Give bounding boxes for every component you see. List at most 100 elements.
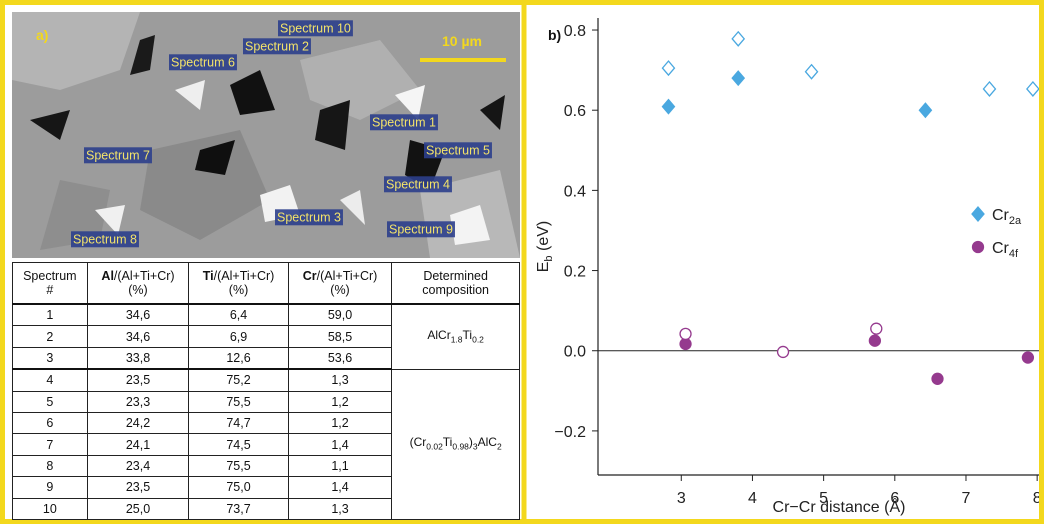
- table-cell: 23,4: [87, 455, 189, 476]
- panel-label: a): [36, 27, 48, 43]
- diamond-marker: [972, 207, 984, 221]
- table-cell: 1: [13, 304, 88, 326]
- spectrum-label: Spectrum 10: [280, 21, 351, 35]
- table-cell: 1,1: [288, 455, 392, 476]
- composition-part: 0.2: [472, 334, 484, 344]
- y-axis-label-part: (eV): [535, 221, 552, 256]
- diamond-marker: [732, 71, 744, 85]
- y-tick-label: 0.2: [564, 264, 586, 281]
- y-tick-label: 0.8: [564, 23, 586, 40]
- table-cell: 1,2: [288, 391, 392, 412]
- y-axis-label-part: E: [535, 262, 552, 273]
- table-cell: 53,6: [288, 347, 392, 369]
- table-cell: 8: [13, 455, 88, 476]
- table-cell: 25,0: [87, 498, 189, 519]
- table-cell: 23,3: [87, 391, 189, 412]
- header-bold: Ti: [203, 269, 214, 283]
- spectrum-label: Spectrum 2: [245, 39, 309, 53]
- legend-subscript: 2a: [1009, 215, 1022, 227]
- table-cell: 1,4: [288, 477, 392, 498]
- x-tick-label: 4: [748, 490, 757, 507]
- table-cell: 34,6: [87, 304, 189, 326]
- table-cell: 33,8: [87, 347, 189, 369]
- circle-marker: [680, 338, 691, 349]
- y-tick-label: 0.4: [564, 183, 586, 200]
- spectrum-label: Spectrum 1: [372, 115, 436, 129]
- table-cell: 24,1: [87, 434, 189, 455]
- scale-bar-label: 10 µm: [442, 33, 482, 49]
- table-cell: 34,6: [87, 326, 189, 347]
- table-cell: 2: [13, 326, 88, 347]
- y-tick-label: −0.2: [554, 424, 586, 441]
- header-row: Spectrum#Al/(Al+Ti+Cr)(%)Ti/(Al+Ti+Cr)(%…: [13, 263, 520, 305]
- table-cell: 1,4: [288, 434, 392, 455]
- composition-part: 0.98: [452, 441, 469, 451]
- composition-part: AlC: [478, 435, 497, 449]
- spectrum-label: Spectrum 7: [86, 148, 150, 162]
- composition-cell: (Cr0.02Ti0.98)3AlC2: [392, 369, 520, 519]
- composition-part: (Cr: [410, 435, 427, 449]
- diamond-marker: [806, 65, 818, 79]
- circle-marker: [680, 328, 691, 339]
- composition-part: Ti: [443, 435, 453, 449]
- spectrum-label: Spectrum 4: [386, 177, 450, 191]
- y-tick-label: 0.0: [564, 344, 586, 361]
- circle-marker: [1022, 352, 1033, 363]
- diamond-marker: [919, 103, 931, 117]
- table-cell: 23,5: [87, 477, 189, 498]
- table-cell: 9: [13, 477, 88, 498]
- composition-table: Spectrum#Al/(Al+Ti+Cr)(%)Ti/(Al+Ti+Cr)(%…: [12, 262, 520, 520]
- header-bold: Cr: [303, 269, 317, 283]
- header-cell: Spectrum#: [13, 263, 88, 305]
- circle-marker: [871, 323, 882, 334]
- table-cell: 12,6: [189, 347, 288, 369]
- composition-part: 1.8: [451, 334, 463, 344]
- x-tick-label: 7: [962, 490, 971, 507]
- table-cell: 75,0: [189, 477, 288, 498]
- header-cell: Ti/(Al+Ti+Cr)(%): [189, 263, 288, 305]
- header-text: Determined: [423, 269, 488, 283]
- header-cell: Al/(Al+Ti+Cr)(%): [87, 263, 189, 305]
- composition-part: 0.02: [426, 441, 443, 451]
- y-axis-label: Eb (eV): [535, 221, 555, 272]
- table-cell: 75,5: [189, 455, 288, 476]
- table-cell: 6: [13, 412, 88, 433]
- circle-marker: [778, 346, 789, 357]
- header-text: (%): [330, 283, 349, 297]
- header-text: /(Al+Ti+Cr): [317, 269, 378, 283]
- x-axis-label: Cr−Cr distance (Å): [773, 497, 906, 516]
- table-cell: 1,3: [288, 498, 392, 519]
- table-cell: 7: [13, 434, 88, 455]
- composition-cell: AlCr1.8Ti0.2: [392, 304, 520, 369]
- legend-label: Cr2a: [992, 207, 1022, 227]
- legend-subscript: 4f: [1009, 248, 1019, 260]
- composition-part: AlCr: [427, 328, 450, 342]
- table-cell: 6,9: [189, 326, 288, 347]
- x-tick-label: 3: [677, 490, 686, 507]
- diamond-marker: [732, 32, 744, 46]
- table-cell: 24,2: [87, 412, 189, 433]
- table-cell: 59,0: [288, 304, 392, 326]
- table-cell: 10: [13, 498, 88, 519]
- diamond-marker: [662, 100, 674, 114]
- spectrum-label: Spectrum 8: [73, 232, 137, 246]
- table-cell: 73,7: [189, 498, 288, 519]
- circle-marker: [973, 242, 984, 253]
- diamond-marker: [1027, 82, 1039, 96]
- composition-part: Ti: [463, 328, 473, 342]
- spectrum-label: Spectrum 6: [171, 55, 235, 69]
- header-cell: Cr/(Al+Ti+Cr)(%): [288, 263, 392, 305]
- panel-label: b): [548, 27, 561, 43]
- table-cell: 6,4: [189, 304, 288, 326]
- table-cell: 3: [13, 347, 88, 369]
- spectrum-label: Spectrum 3: [277, 210, 341, 224]
- table-cell: 75,2: [189, 369, 288, 391]
- circle-marker: [869, 335, 880, 346]
- header-text: (%): [128, 283, 147, 297]
- spectrum-label: Spectrum 9: [389, 222, 453, 236]
- legend-label: Cr4f: [992, 240, 1019, 260]
- table-cell: 58,5: [288, 326, 392, 347]
- table-cell: 74,7: [189, 412, 288, 433]
